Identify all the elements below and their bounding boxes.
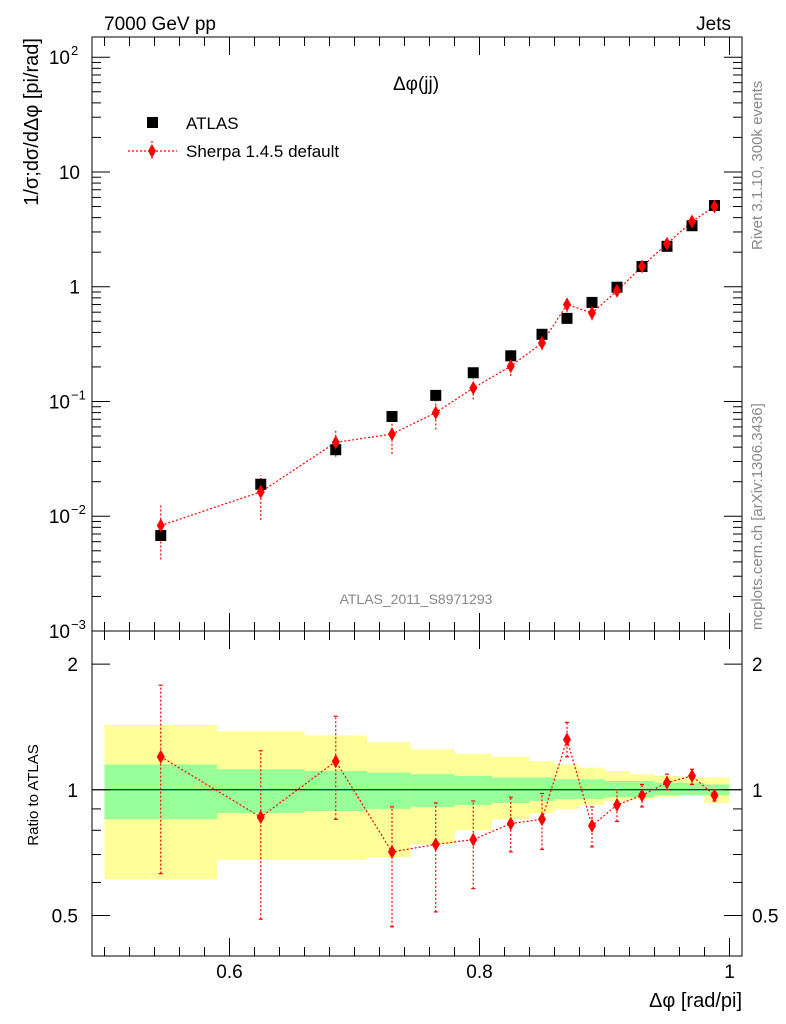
- main-y-tick-label: 10: [49, 622, 70, 643]
- ratio-y-axis-label: Ratio to ATLAS: [25, 744, 42, 845]
- ratio-panel: Ratio to ATLAS 0.5 0.5 1 1 2 2 0.6 0.8 1 Δφ [ra…: [25, 630, 779, 1012]
- main-y-tick-exponent: −3: [71, 617, 86, 632]
- main-y-axis-label: 1/σ;dσ/dΔφ [pi/rad]: [21, 38, 43, 206]
- x-tick-label: 1: [724, 962, 735, 983]
- legend-sherpa-marker: [148, 144, 156, 158]
- ratio-point: [331, 754, 340, 769]
- main-axis-ticks: [92, 37, 742, 632]
- main-y-tick-label: 10: [49, 507, 70, 528]
- ratio-point: [638, 788, 646, 803]
- legend-sherpa-label: Sherpa 1.4.5 default: [186, 142, 339, 161]
- ratio-point: [588, 818, 596, 833]
- sherpa-point: [613, 283, 621, 298]
- x-tick-label: 0.6: [216, 962, 242, 983]
- atlas-point: [467, 367, 479, 379]
- x-tick-labels: 0.6 0.8 1: [216, 962, 735, 983]
- sherpa-point: [156, 518, 165, 533]
- ratio-point: [563, 732, 571, 747]
- atlas-point: [386, 410, 398, 422]
- ratio-line: [160, 737, 715, 853]
- legend-atlas-marker: [147, 117, 158, 128]
- x-axis-label: Δφ [rad/pi]: [649, 990, 742, 1012]
- main-y-tick-exponent: 2: [71, 43, 78, 58]
- main-y-tick-exponent: −1: [71, 387, 86, 402]
- ratio-y-tick-label-right: 2: [752, 655, 763, 676]
- ratio-point: [156, 749, 165, 764]
- rivet-version-label: Rivet 3.1.10, 300k events: [749, 81, 766, 250]
- ratio-band-inner: [579, 779, 605, 800]
- atlas-point: [586, 296, 598, 308]
- ratio-band-inner: [679, 782, 705, 796]
- main-y-tick-label: 10: [49, 48, 70, 69]
- sherpa-point: [688, 214, 696, 229]
- x-tick-label: 0.8: [466, 962, 492, 983]
- ratio-y-tick-label-right: 0.5: [752, 907, 778, 928]
- atlas-point: [536, 328, 548, 340]
- ratio-band-inner: [554, 779, 580, 800]
- atlas-point: [255, 478, 267, 490]
- sherpa-point: [663, 236, 671, 251]
- ratio-point: [506, 816, 515, 831]
- atlas-point: [155, 529, 167, 541]
- sherpa-point: [506, 359, 515, 374]
- main-y-tick-label: 1: [69, 278, 80, 299]
- main-y-tick-label: 10: [59, 163, 80, 184]
- ratio-plot-content: [92, 684, 742, 928]
- mcplots-reference-label: mcplots.cern.ch [arXiv:1306.3436]: [749, 403, 766, 630]
- ratio-band-inner: [604, 780, 630, 798]
- ratio-band-inner: [367, 772, 411, 809]
- atlas-point: [561, 312, 573, 324]
- sherpa-point: [331, 435, 340, 450]
- ratio-point: [663, 775, 671, 790]
- ratio-point: [388, 844, 396, 859]
- ratio-band-inner: [529, 777, 555, 802]
- ratio-y-tick-label-left: 1: [67, 781, 78, 802]
- sherpa-point: [588, 306, 596, 321]
- sherpa-point: [638, 259, 646, 274]
- ratio-band-inner: [410, 774, 455, 807]
- atlas-point: [330, 444, 342, 456]
- ratio-point: [688, 768, 696, 783]
- main-panel: Δφ(jj) 1/σ;dσ/dΔφ [pi/rad] ATLAS_2011_S8…: [21, 36, 743, 643]
- legend: ATLAS Sherpa 1.4.5 default: [128, 114, 339, 161]
- legend-atlas-label: ATLAS: [186, 114, 239, 133]
- sherpa-point: [710, 199, 719, 214]
- ratio-point: [431, 837, 440, 852]
- ratio-frame: [91, 630, 743, 957]
- header-energy-label: 7000 GeV pp: [104, 14, 216, 35]
- sherpa-point: [563, 297, 571, 312]
- ratio-y-tick-label-right: 1: [752, 781, 763, 802]
- ratio-point: [538, 812, 546, 827]
- ratio-point: [469, 832, 478, 847]
- sherpa-point: [256, 484, 265, 499]
- sherpa-point: [431, 405, 440, 420]
- main-plot-title: Δφ(jj): [393, 74, 439, 95]
- analysis-watermark: ATLAS_2011_S8971293: [340, 591, 493, 607]
- ratio-point: [710, 788, 719, 803]
- header-process-label: Jets: [696, 14, 731, 35]
- main-y-tick-label: 10: [49, 392, 70, 413]
- atlas-point: [430, 389, 442, 401]
- ratio-band-inner: [454, 775, 492, 805]
- ratio-point: [256, 810, 265, 825]
- ratio-axis-ticks: [92, 631, 742, 957]
- main-y-tick-exponent: −2: [71, 502, 86, 517]
- main-plot-content: [155, 199, 720, 560]
- ratio-y-tick-labels: 0.5 0.5 1 1 2 2: [52, 655, 779, 927]
- sherpa-point: [388, 427, 396, 442]
- sherpa-point: [469, 381, 478, 396]
- sherpa-line: [160, 206, 715, 527]
- ratio-y-tick-label-left: 0.5: [52, 907, 78, 928]
- ratio-y-tick-label-left: 2: [67, 655, 78, 676]
- sherpa-point: [538, 336, 546, 351]
- atlas-point: [505, 350, 517, 362]
- ratio-point: [613, 797, 621, 812]
